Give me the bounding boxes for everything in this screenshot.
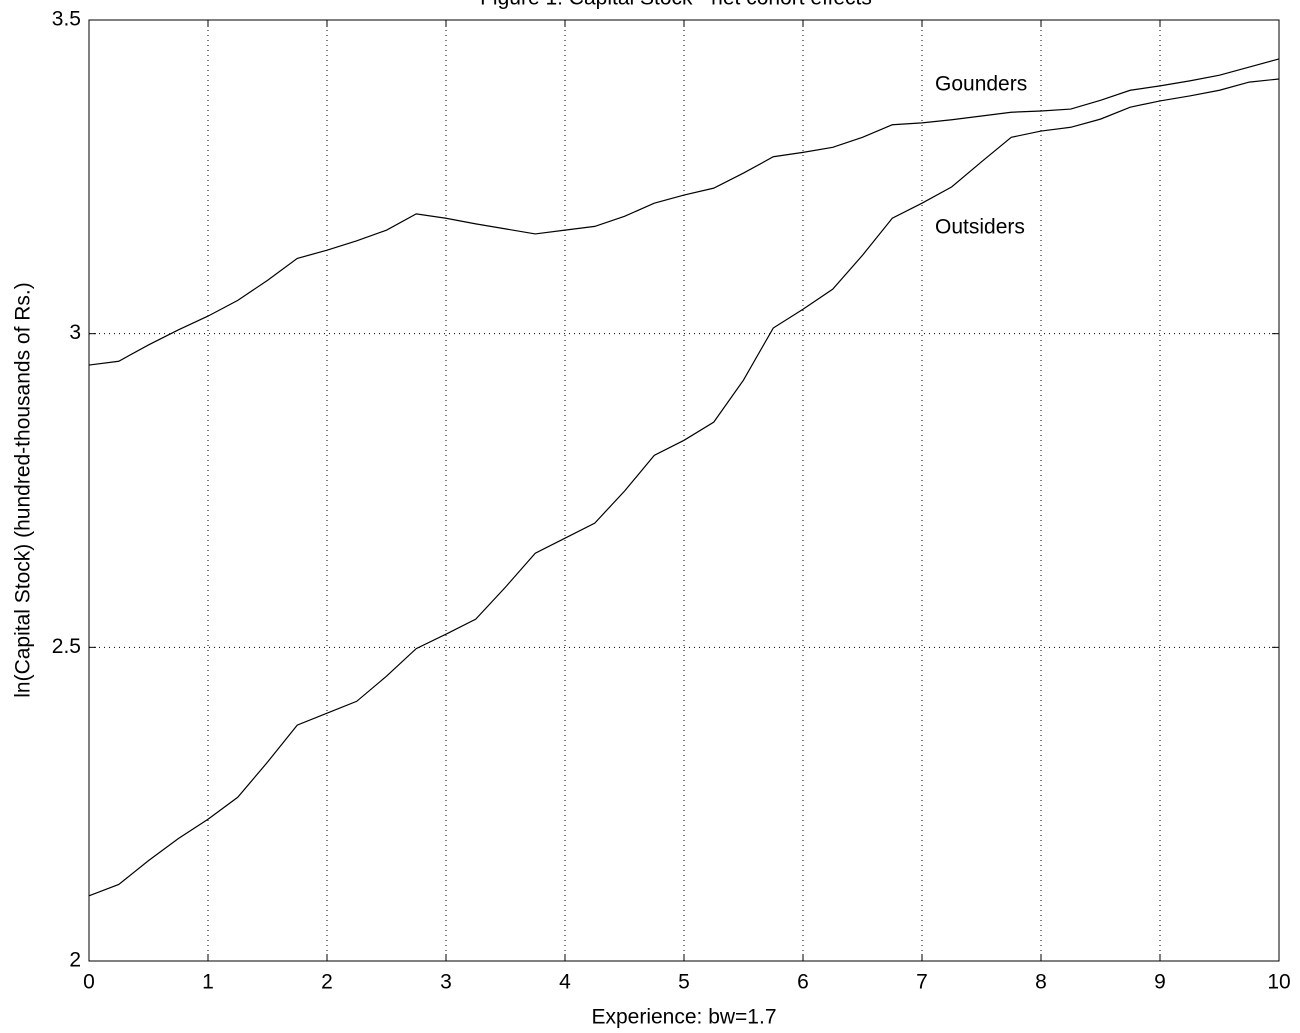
x-tick-label: 0 xyxy=(83,971,95,994)
x-tick-label: 5 xyxy=(678,971,690,994)
x-tick-label: 7 xyxy=(916,971,928,994)
y-axis-label: ln(Capital Stock) (hundred-thousands of … xyxy=(12,282,35,698)
x-axis-label: Experience: bw=1.7 xyxy=(591,1006,776,1029)
x-tick-label: 8 xyxy=(1035,971,1047,994)
x-tick-label: 2 xyxy=(321,971,333,994)
x-tick-label: 4 xyxy=(559,971,571,994)
x-tick-label: 6 xyxy=(797,971,809,994)
y-tick-label: 3 xyxy=(69,321,81,344)
x-tick-label: 3 xyxy=(440,971,452,994)
x-tick-label: 10 xyxy=(1267,971,1290,994)
series-annotation: Gounders xyxy=(935,73,1027,96)
data-line xyxy=(88,58,1280,366)
x-tick-label: 1 xyxy=(202,971,214,994)
chart-title: Figure 1: Capital Stock - net cohort eff… xyxy=(480,0,872,10)
x-tick-label: 9 xyxy=(1154,971,1166,994)
data-line xyxy=(88,78,1280,897)
y-tick-label: 3.5 xyxy=(52,8,81,31)
y-tick-label: 2.5 xyxy=(52,635,81,658)
plot-frame xyxy=(88,19,1280,962)
y-tick-label: 2 xyxy=(69,949,81,972)
series-annotation: Outsiders xyxy=(935,216,1025,239)
